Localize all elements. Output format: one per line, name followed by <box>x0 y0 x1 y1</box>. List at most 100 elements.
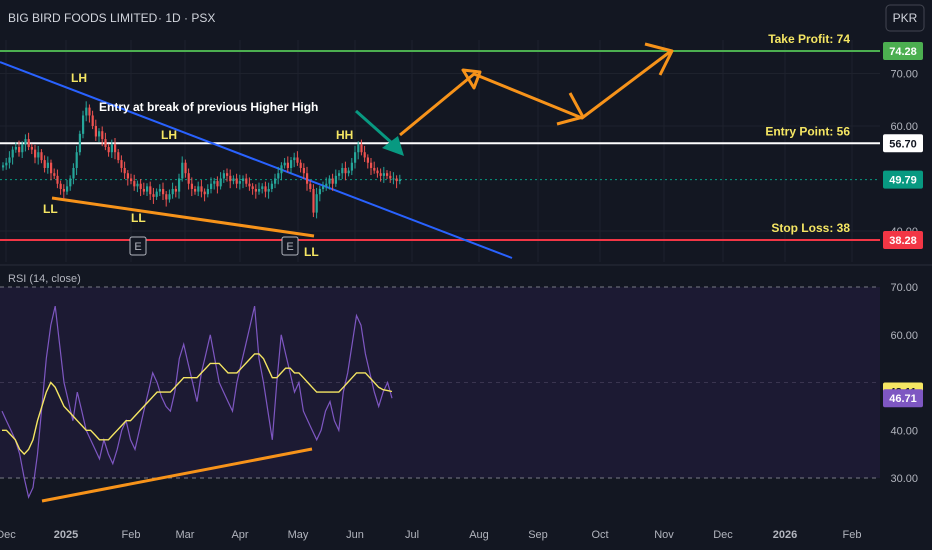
candle[interactable] <box>200 180 203 198</box>
candle[interactable] <box>264 181 267 198</box>
candle[interactable] <box>37 145 40 165</box>
candle[interactable] <box>270 180 273 193</box>
candle[interactable] <box>235 173 238 189</box>
candle[interactable] <box>389 171 392 183</box>
candle[interactable] <box>293 152 296 168</box>
candle[interactable] <box>174 185 177 198</box>
level-label-take_profit[interactable]: Take Profit: 74 <box>768 32 850 46</box>
candle[interactable] <box>104 132 107 151</box>
candle[interactable] <box>322 181 325 193</box>
candle[interactable] <box>203 188 206 202</box>
candle[interactable] <box>53 168 56 179</box>
candle[interactable] <box>274 173 277 189</box>
candle[interactable] <box>245 173 248 187</box>
candle[interactable] <box>395 175 398 189</box>
candle[interactable] <box>379 168 382 182</box>
candle[interactable] <box>366 154 369 169</box>
event-marker-1[interactable]: E <box>129 236 147 256</box>
candle[interactable] <box>88 104 91 123</box>
candle[interactable] <box>18 140 21 157</box>
candle[interactable] <box>331 173 334 191</box>
candle[interactable] <box>277 166 280 185</box>
candle[interactable] <box>146 183 149 197</box>
candle[interactable] <box>126 170 129 186</box>
swing-label-hh[interactable]: HH <box>336 128 353 142</box>
candle[interactable] <box>69 175 72 191</box>
candle[interactable] <box>82 110 85 139</box>
candle[interactable] <box>85 101 88 122</box>
rsi-ma-line[interactable] <box>2 353 393 456</box>
candle[interactable] <box>8 151 11 169</box>
level-label-entry[interactable]: Entry Point: 56 <box>765 124 850 138</box>
candle[interactable] <box>299 159 302 173</box>
candle[interactable] <box>344 161 347 181</box>
candle[interactable] <box>75 145 78 176</box>
candle[interactable] <box>232 175 235 185</box>
candle[interactable] <box>376 167 379 178</box>
candle[interactable] <box>325 177 328 191</box>
candle[interactable] <box>222 170 225 183</box>
projection-line[interactable] <box>399 49 672 137</box>
candle[interactable] <box>62 184 65 199</box>
candle[interactable] <box>309 180 312 193</box>
candle[interactable] <box>117 149 120 164</box>
candle[interactable] <box>149 181 152 200</box>
candle[interactable] <box>373 161 376 174</box>
candle[interactable] <box>286 156 289 173</box>
candle[interactable] <box>59 180 62 195</box>
candle[interactable] <box>283 157 286 169</box>
candle[interactable] <box>350 157 353 176</box>
event-marker-2[interactable]: E <box>281 236 299 256</box>
swing-label-ll-3[interactable]: LL <box>304 245 319 259</box>
candle[interactable] <box>347 167 350 177</box>
candle[interactable] <box>302 163 305 179</box>
candle[interactable] <box>213 177 216 190</box>
candle[interactable] <box>136 180 139 193</box>
candle[interactable] <box>370 157 373 176</box>
candle[interactable] <box>248 177 251 191</box>
candle[interactable] <box>120 155 123 173</box>
candle[interactable] <box>354 145 357 169</box>
candle[interactable] <box>152 187 155 204</box>
candle[interactable] <box>142 182 145 195</box>
candle[interactable] <box>50 159 53 181</box>
candle[interactable] <box>24 134 27 152</box>
candle[interactable] <box>181 156 184 182</box>
candle[interactable] <box>178 173 181 199</box>
candle[interactable] <box>254 184 257 199</box>
candle[interactable] <box>238 174 241 190</box>
level-label-stop_loss[interactable]: Stop Loss: 38 <box>771 221 850 235</box>
candle[interactable] <box>11 146 14 165</box>
candle[interactable] <box>229 169 232 189</box>
candle[interactable] <box>306 166 309 191</box>
candle[interactable] <box>194 185 197 195</box>
candle[interactable] <box>165 191 168 207</box>
candle[interactable] <box>315 187 318 219</box>
swing-label-ll-1[interactable]: LL <box>43 202 58 216</box>
candle[interactable] <box>21 141 24 158</box>
candle[interactable] <box>91 110 94 130</box>
candle[interactable] <box>98 128 101 143</box>
lower-lows-line[interactable] <box>51 196 315 238</box>
candle[interactable] <box>382 166 385 183</box>
candle[interactable] <box>219 172 222 190</box>
candle[interactable] <box>184 159 187 178</box>
candle[interactable] <box>210 177 213 194</box>
currency-button[interactable]: PKR <box>885 4 925 32</box>
candle[interactable] <box>130 173 133 185</box>
candle[interactable] <box>216 176 219 194</box>
candle[interactable] <box>72 163 75 185</box>
candle[interactable] <box>171 182 174 199</box>
descending-trendline[interactable] <box>0 61 513 259</box>
rsi-title[interactable]: RSI (14, close) <box>8 273 81 285</box>
candle[interactable] <box>226 168 229 182</box>
candle[interactable] <box>328 175 331 190</box>
candle[interactable] <box>242 175 245 189</box>
swing-label-ll-2[interactable]: LL <box>131 211 146 225</box>
candle[interactable] <box>206 184 209 198</box>
candle[interactable] <box>334 169 337 187</box>
candle[interactable] <box>155 188 158 200</box>
candle[interactable] <box>114 138 117 160</box>
